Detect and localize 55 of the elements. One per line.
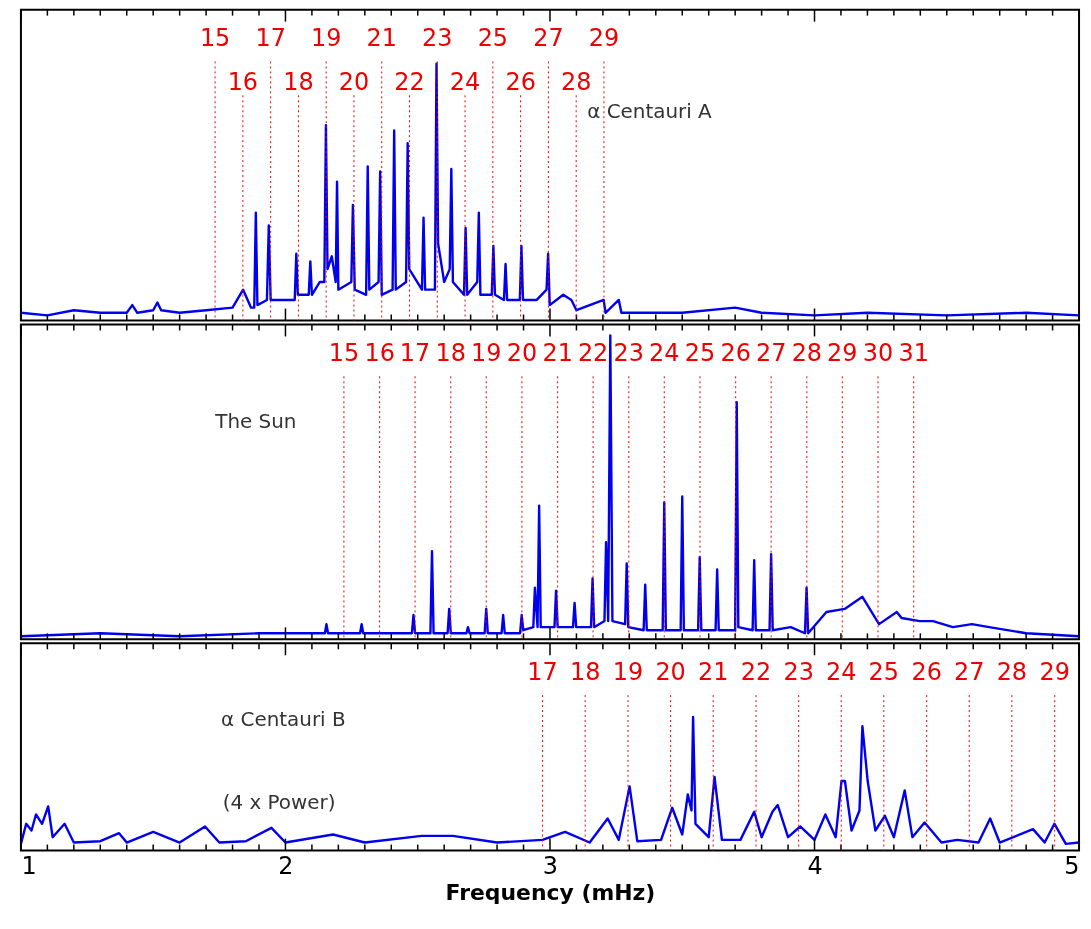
- text: 26: [911, 658, 942, 687]
- x-tick-label: 3: [542, 851, 559, 880]
- text: 15: [199, 24, 231, 53]
- annotation: 26: [505, 68, 536, 97]
- text: 29: [1039, 658, 1070, 687]
- annotation: 27: [755, 339, 787, 368]
- annotation: 15: [328, 339, 360, 368]
- text: 25: [868, 658, 900, 687]
- annotation: 16: [227, 68, 259, 97]
- text: 23: [422, 24, 453, 53]
- x-tick-label: 4: [807, 851, 823, 880]
- annotation: α Centauri A: [587, 100, 713, 124]
- annotation: 22: [577, 339, 609, 368]
- annotation: 25: [684, 339, 716, 368]
- annotation: 22: [394, 68, 425, 97]
- annotation: 21: [542, 339, 573, 368]
- text: 28: [996, 658, 1028, 687]
- text: 25: [477, 24, 509, 53]
- text: 18: [569, 658, 601, 687]
- text: 29: [588, 24, 620, 53]
- annotation: 18: [283, 68, 314, 97]
- text: 21: [366, 24, 397, 53]
- annotation: 31: [898, 339, 929, 368]
- x-tick-label: 1: [21, 851, 37, 880]
- annotation: 29: [827, 339, 858, 368]
- text: 27: [533, 24, 564, 53]
- annotation: (4 x Power): [222, 790, 336, 814]
- x-tick-label: 2: [278, 851, 294, 880]
- annotation: 20: [338, 68, 370, 97]
- annotation: 23: [613, 339, 645, 368]
- text: 17: [527, 658, 558, 687]
- text: 27: [954, 658, 985, 687]
- text: 22: [740, 658, 772, 687]
- text: 21: [697, 658, 729, 687]
- annotation: 18: [435, 339, 466, 368]
- annotation: 24: [449, 68, 481, 97]
- text: 20: [655, 658, 686, 687]
- x-tick-label: 5: [1064, 851, 1080, 880]
- text: 23: [783, 658, 814, 687]
- annotation: 26: [720, 339, 751, 368]
- annotation: α Centauri B: [221, 707, 346, 731]
- annotation: 16: [364, 339, 395, 368]
- annotation: 17: [399, 339, 431, 368]
- annotation: 28: [560, 68, 592, 97]
- annotation: The Sun: [214, 410, 297, 434]
- text: 24: [826, 658, 857, 687]
- annotation: 24: [649, 339, 680, 368]
- annotation: 28: [791, 339, 823, 368]
- text: 17: [255, 24, 286, 53]
- annotation: 19: [471, 339, 502, 368]
- x-axis-title: Frequency (mHz): [445, 879, 656, 905]
- annotation: 20: [506, 339, 538, 368]
- text: 19: [612, 658, 644, 687]
- annotation: 30: [862, 339, 894, 368]
- text: 19: [310, 24, 342, 53]
